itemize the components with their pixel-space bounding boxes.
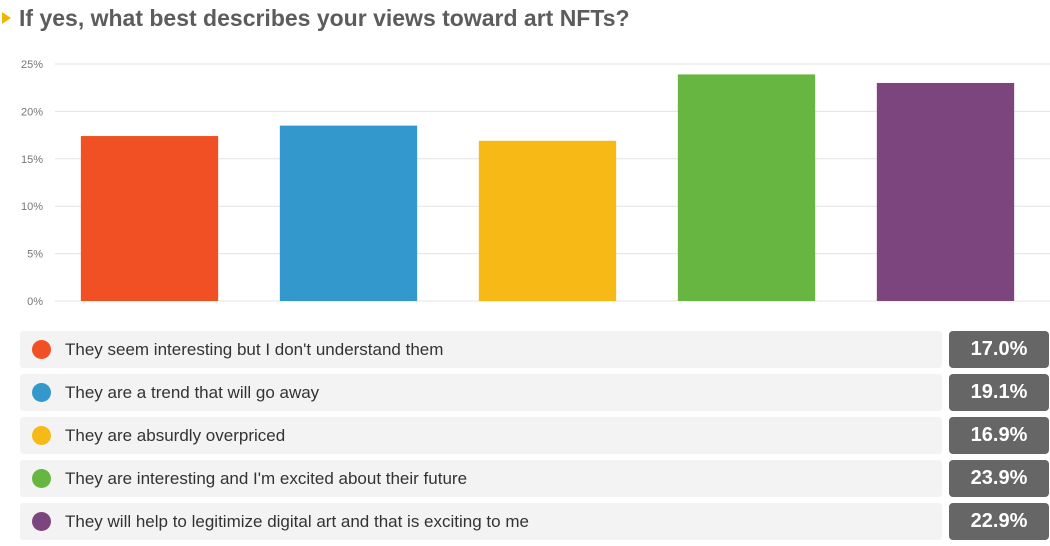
title-marker-icon	[2, 12, 11, 24]
legend-dot-icon	[32, 383, 51, 402]
legend-label-box: They are absurdly overpriced	[20, 417, 942, 454]
legend-row: They are absurdly overpriced 16.9%	[20, 417, 1050, 454]
legend-row: They are interesting and I'm excited abo…	[20, 460, 1050, 497]
legend-dot-icon	[32, 512, 51, 531]
legend-value: 22.9%	[949, 503, 1049, 540]
legend-label: They will help to legitimize digital art…	[65, 511, 529, 531]
legend-row: They will help to legitimize digital art…	[20, 503, 1050, 540]
y-tick-label: 5%	[27, 249, 43, 261]
bar	[80, 136, 219, 301]
legend-value: 19.1%	[949, 374, 1049, 411]
y-tick-label: 10%	[21, 201, 43, 213]
bar	[279, 125, 418, 302]
legend-dot-icon	[32, 340, 51, 359]
chart-title: If yes, what best describes your views t…	[19, 4, 630, 31]
legend-dot-icon	[32, 426, 51, 445]
legend-dot-icon	[32, 469, 51, 488]
y-tick-label: 0%	[27, 296, 43, 308]
legend-value: 16.9%	[949, 417, 1049, 454]
y-tick-label: 25%	[21, 59, 43, 71]
y-tick-label: 20%	[21, 106, 43, 118]
y-tick-label: 15%	[21, 154, 43, 166]
bar	[677, 74, 816, 301]
title-row: If yes, what best describes your views t…	[0, 0, 630, 36]
legend: They seem interesting but I don't unders…	[20, 331, 1050, 546]
legend-label: They are absurdly overpriced	[65, 425, 286, 445]
legend-label-box: They will help to legitimize digital art…	[20, 503, 942, 540]
legend-label: They seem interesting but I don't unders…	[65, 339, 444, 359]
legend-row: They seem interesting but I don't unders…	[20, 331, 1050, 368]
bar	[478, 140, 617, 301]
legend-label-box: They seem interesting but I don't unders…	[20, 331, 942, 368]
legend-label-box: They are a trend that will go away	[20, 374, 942, 411]
legend-row: They are a trend that will go away 19.1%	[20, 374, 1050, 411]
legend-value: 23.9%	[949, 460, 1049, 497]
bar-chart: 0% 5% 10% 15% 20% 25%	[21, 59, 1050, 308]
legend-label-box: They are interesting and I'm excited abo…	[20, 460, 942, 497]
legend-label: They are a trend that will go away	[65, 382, 320, 402]
legend-label: They are interesting and I'm excited abo…	[65, 468, 468, 488]
bar	[876, 82, 1015, 302]
legend-value: 17.0%	[949, 331, 1049, 368]
